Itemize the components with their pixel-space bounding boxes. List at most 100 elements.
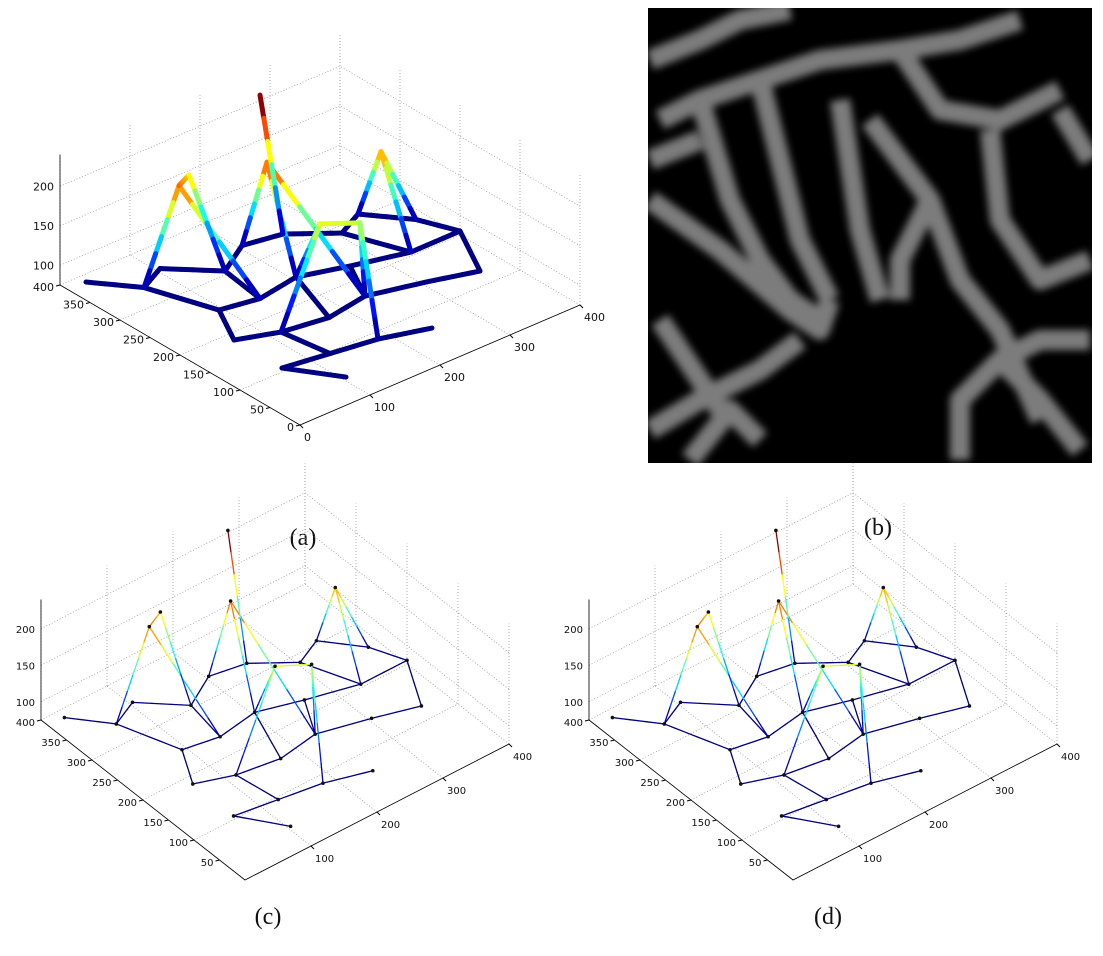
network-edge — [381, 652, 387, 654]
network-edge — [392, 664, 400, 668]
network-edge — [352, 617, 358, 627]
network-node — [253, 711, 257, 715]
network-edge — [375, 320, 378, 339]
network-edge — [329, 596, 332, 605]
network-node — [846, 661, 850, 665]
network-edge — [889, 677, 899, 681]
network-edge — [351, 645, 360, 646]
network-edge — [320, 670, 330, 674]
network-edge — [258, 697, 261, 705]
tick-mark — [662, 780, 666, 781]
network-edge — [243, 779, 250, 783]
network-edge — [186, 761, 188, 767]
network-node — [793, 662, 797, 666]
network-edge — [226, 729, 232, 733]
y-tick-label: 250 — [92, 778, 111, 789]
network-node — [180, 748, 184, 752]
network-edge — [298, 742, 304, 746]
network-edge — [769, 670, 775, 672]
network-edge — [417, 691, 419, 699]
network-edge — [801, 819, 811, 821]
network-edge — [745, 691, 748, 696]
network-edge — [334, 726, 343, 729]
network-node — [737, 704, 741, 708]
network-edge — [283, 185, 299, 207]
network-node — [780, 814, 784, 818]
x-tick-label: 0 — [304, 431, 311, 444]
network-edge — [197, 700, 209, 718]
figure-canvas: (a) (b) (c) (d) 200150100400350300250200… — [0, 0, 1103, 956]
network-edge — [237, 720, 243, 724]
network-edge — [241, 619, 244, 641]
network-edge — [313, 699, 314, 711]
network-node — [218, 735, 222, 739]
network — [63, 529, 424, 828]
network-edge — [241, 810, 248, 813]
network-edge — [891, 724, 900, 727]
y-tick-label: 350 — [589, 738, 608, 749]
network-edge — [621, 719, 630, 720]
network-node — [679, 701, 683, 705]
network-edge — [357, 668, 361, 684]
network-edge — [335, 376, 346, 378]
y-tick-label: 50 — [250, 404, 264, 417]
network-edge — [873, 642, 882, 643]
network-edge — [150, 254, 156, 271]
x-tick-label: 400 — [1061, 752, 1080, 763]
network-edge — [734, 761, 736, 767]
network-edge — [690, 703, 700, 704]
network-edge — [380, 714, 388, 716]
network-edge — [774, 729, 780, 733]
network-node — [277, 798, 281, 802]
network-edge — [675, 675, 681, 691]
tick-mark — [37, 720, 41, 721]
network-edge — [344, 620, 348, 636]
y-tick-label: 400 — [16, 718, 35, 729]
plot-3d: 2001501004003503002502001501005010020030… — [16, 464, 532, 880]
network-edge — [749, 741, 755, 743]
network-node — [303, 698, 307, 702]
network-node — [313, 732, 317, 736]
z-tick-label: 100 — [16, 698, 35, 709]
network-edge — [251, 767, 258, 770]
network-edge — [805, 787, 812, 791]
tick-mark — [991, 778, 994, 781]
y-tick-label: 50 — [749, 858, 762, 869]
network-node — [821, 665, 825, 669]
network-edge — [127, 728, 138, 732]
network-edge — [364, 284, 365, 296]
network-node — [148, 625, 152, 629]
network-edge — [889, 597, 895, 607]
network-edge — [783, 620, 787, 639]
x-tick-label: 200 — [381, 820, 400, 831]
network-node — [728, 748, 732, 752]
network-edge — [819, 706, 827, 708]
network-edge — [834, 750, 840, 754]
network-edge — [149, 627, 161, 645]
network-node — [882, 586, 886, 590]
network-edge — [799, 767, 806, 770]
network-edge — [423, 328, 432, 330]
network-edge — [388, 712, 396, 714]
network-edge — [874, 605, 877, 614]
network-edge — [259, 645, 273, 667]
figure: (a) (b) (c) (d) 200150100400350300250200… — [0, 0, 1103, 956]
network-edge — [710, 704, 720, 705]
network-edge — [340, 604, 344, 620]
x-tick-label: 100 — [863, 854, 882, 865]
network-edge — [189, 175, 195, 191]
network-edge — [348, 775, 356, 777]
network-node — [273, 665, 277, 669]
network-edge — [325, 729, 334, 732]
network-edge — [861, 688, 862, 700]
network-edge — [797, 808, 804, 811]
network-edge — [292, 746, 298, 750]
y-tick-label: 350 — [41, 738, 60, 749]
network-edge — [807, 645, 821, 667]
network-edge — [138, 733, 149, 737]
z-tick-label: 100 — [33, 259, 54, 272]
network-edge — [756, 718, 768, 736]
network-edge — [301, 712, 315, 734]
network-edge — [811, 802, 818, 805]
network-edge — [286, 239, 291, 258]
